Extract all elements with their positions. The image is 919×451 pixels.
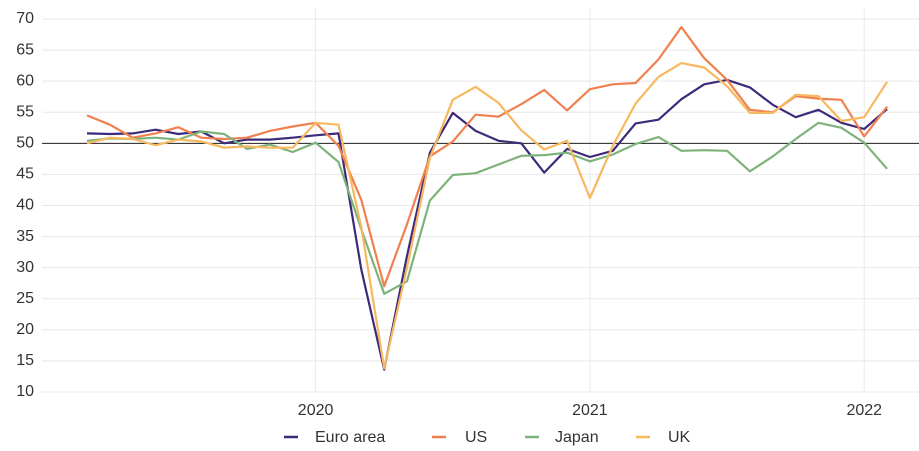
x-tick-label: 2022 <box>846 402 882 419</box>
x-tick-label: 2021 <box>572 402 608 419</box>
series-line <box>86 62 889 370</box>
y-tick-label: 55 <box>16 103 34 120</box>
legend-label: Japan <box>555 429 599 446</box>
y-tick-label: 30 <box>16 259 34 276</box>
y-tick-label: 15 <box>16 352 34 369</box>
legend-label: UK <box>668 429 691 446</box>
y-tick-label: 10 <box>16 383 34 400</box>
series-line <box>86 26 888 288</box>
y-tick-label: 60 <box>16 72 34 89</box>
legend-label: US <box>465 429 487 446</box>
series-line <box>86 78 888 371</box>
x-tick-label: 2020 <box>298 402 334 419</box>
y-tick-label: 70 <box>16 10 34 27</box>
y-tick-label: 35 <box>16 228 34 245</box>
y-tick-label: 65 <box>16 41 34 58</box>
y-tick-label: 20 <box>16 321 34 338</box>
y-tick-label: 50 <box>16 135 34 152</box>
y-tick-label: 25 <box>16 290 34 307</box>
y-tick-label: 40 <box>16 197 34 214</box>
y-tick-label: 45 <box>16 166 34 183</box>
legend-label: Euro area <box>315 429 385 446</box>
series-line <box>86 121 888 295</box>
